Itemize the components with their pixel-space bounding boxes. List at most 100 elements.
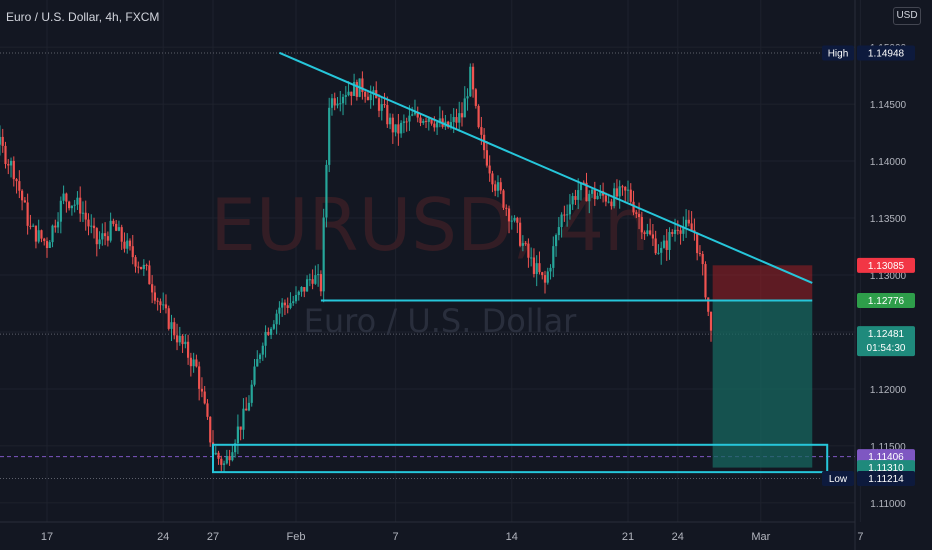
candle-body: [618, 186, 621, 197]
candle-body: [660, 247, 663, 253]
candle-body: [698, 253, 702, 255]
candle-body: [513, 217, 516, 221]
candle-body: [607, 201, 610, 203]
candle-body: [604, 195, 607, 202]
candles: [0, 63, 713, 473]
price-labels: 1.14948 High 1.13085 1.12776 1.12481 01:54:30…: [822, 45, 915, 487]
candle-body: [422, 120, 425, 124]
candle-body: [582, 182, 585, 184]
candle-body: [353, 81, 356, 96]
candle-body: [402, 121, 405, 123]
y-tick-label: 1.14000: [870, 157, 907, 168]
candle-body: [220, 458, 223, 465]
price-label-box: [857, 293, 915, 309]
candle-body: [239, 426, 242, 430]
candle-body: [685, 219, 688, 227]
candle-body: [557, 227, 560, 236]
candle-body: [516, 217, 519, 223]
candle-body: [98, 239, 101, 245]
price-label-value: 1.12776: [868, 296, 905, 307]
candle-body: [37, 230, 40, 242]
candle-body: [214, 452, 217, 455]
candle-body: [101, 233, 104, 240]
stop-loss-zone: [712, 265, 813, 301]
candle-body: [397, 124, 400, 134]
candle-body: [281, 302, 284, 308]
x-tick-label: 14: [506, 531, 518, 543]
candle-body: [701, 253, 704, 265]
resistance-trendline[interactable]: [279, 51, 813, 284]
y-tick-label: 1.13500: [870, 214, 907, 225]
candle-body: [679, 230, 682, 234]
candle-body: [637, 213, 641, 218]
candle-body: [120, 227, 123, 242]
candle-body: [275, 313, 278, 325]
candle-body: [128, 240, 132, 247]
candle-body: [181, 335, 184, 345]
candle-body: [452, 117, 455, 123]
candle-body: [416, 112, 419, 118]
candle-body: [585, 182, 588, 202]
x-tick-label: 7: [393, 531, 399, 543]
x-tick-label: Mar: [751, 531, 770, 543]
candle-body: [300, 287, 303, 292]
candle-body: [532, 257, 536, 274]
candle-body: [355, 81, 358, 97]
candle-body: [463, 98, 466, 118]
symbol-title: Euro / U.S. Dollar, 4h, FXCM: [6, 10, 160, 24]
candle-body: [535, 263, 538, 274]
price-label-value: 1.11310: [868, 463, 904, 474]
candle-body: [347, 91, 350, 96]
candle-body: [502, 190, 505, 208]
candle-body: [350, 91, 353, 96]
drawings[interactable]: [212, 51, 829, 474]
candle-body: [167, 308, 170, 329]
price-label-value: 1.12481: [868, 329, 905, 340]
candle-body: [626, 189, 630, 191]
x-tick-label: 24: [672, 531, 684, 543]
candle-body: [173, 322, 176, 336]
candle-body: [51, 225, 54, 243]
candle-body: [303, 287, 306, 292]
candle-body: [662, 240, 666, 248]
candle-body: [322, 217, 325, 292]
candle-body: [344, 95, 347, 97]
candle-body: [317, 274, 320, 276]
candle-body: [485, 150, 488, 166]
candle-body: [162, 304, 165, 306]
candle-body: [156, 300, 159, 302]
candle-body: [574, 196, 577, 200]
candle-body: [23, 200, 26, 203]
candle-body: [491, 173, 494, 185]
candle-body: [270, 328, 273, 335]
candle-body: [615, 188, 619, 197]
candle-body: [34, 225, 38, 242]
support-zone-box[interactable]: [212, 443, 829, 474]
candle-body: [377, 98, 381, 111]
candle-body: [192, 359, 195, 367]
candle-body: [549, 267, 552, 272]
candle-body: [283, 302, 287, 306]
candle-body: [112, 220, 115, 224]
candle-body: [560, 214, 563, 228]
candle-body: [563, 214, 566, 216]
candle-body: [405, 121, 408, 123]
price-label-value: 1.11214: [868, 474, 904, 485]
candle-body: [388, 117, 392, 125]
candle-body: [314, 275, 317, 284]
candle-body: [84, 212, 87, 220]
candle-body: [610, 201, 613, 207]
candle-body: [18, 181, 21, 191]
candle-body: [62, 193, 65, 201]
candle-body: [90, 225, 93, 227]
x-tick-label: 17: [41, 531, 53, 543]
take-profit-zone: [712, 300, 813, 468]
candle-body: [200, 388, 204, 392]
candle-body: [236, 426, 239, 444]
candle-body: [308, 279, 311, 281]
currency-button[interactable]: USD: [893, 7, 921, 25]
candle-body: [319, 274, 322, 292]
candle-body: [588, 193, 591, 202]
candle-body: [408, 115, 411, 122]
